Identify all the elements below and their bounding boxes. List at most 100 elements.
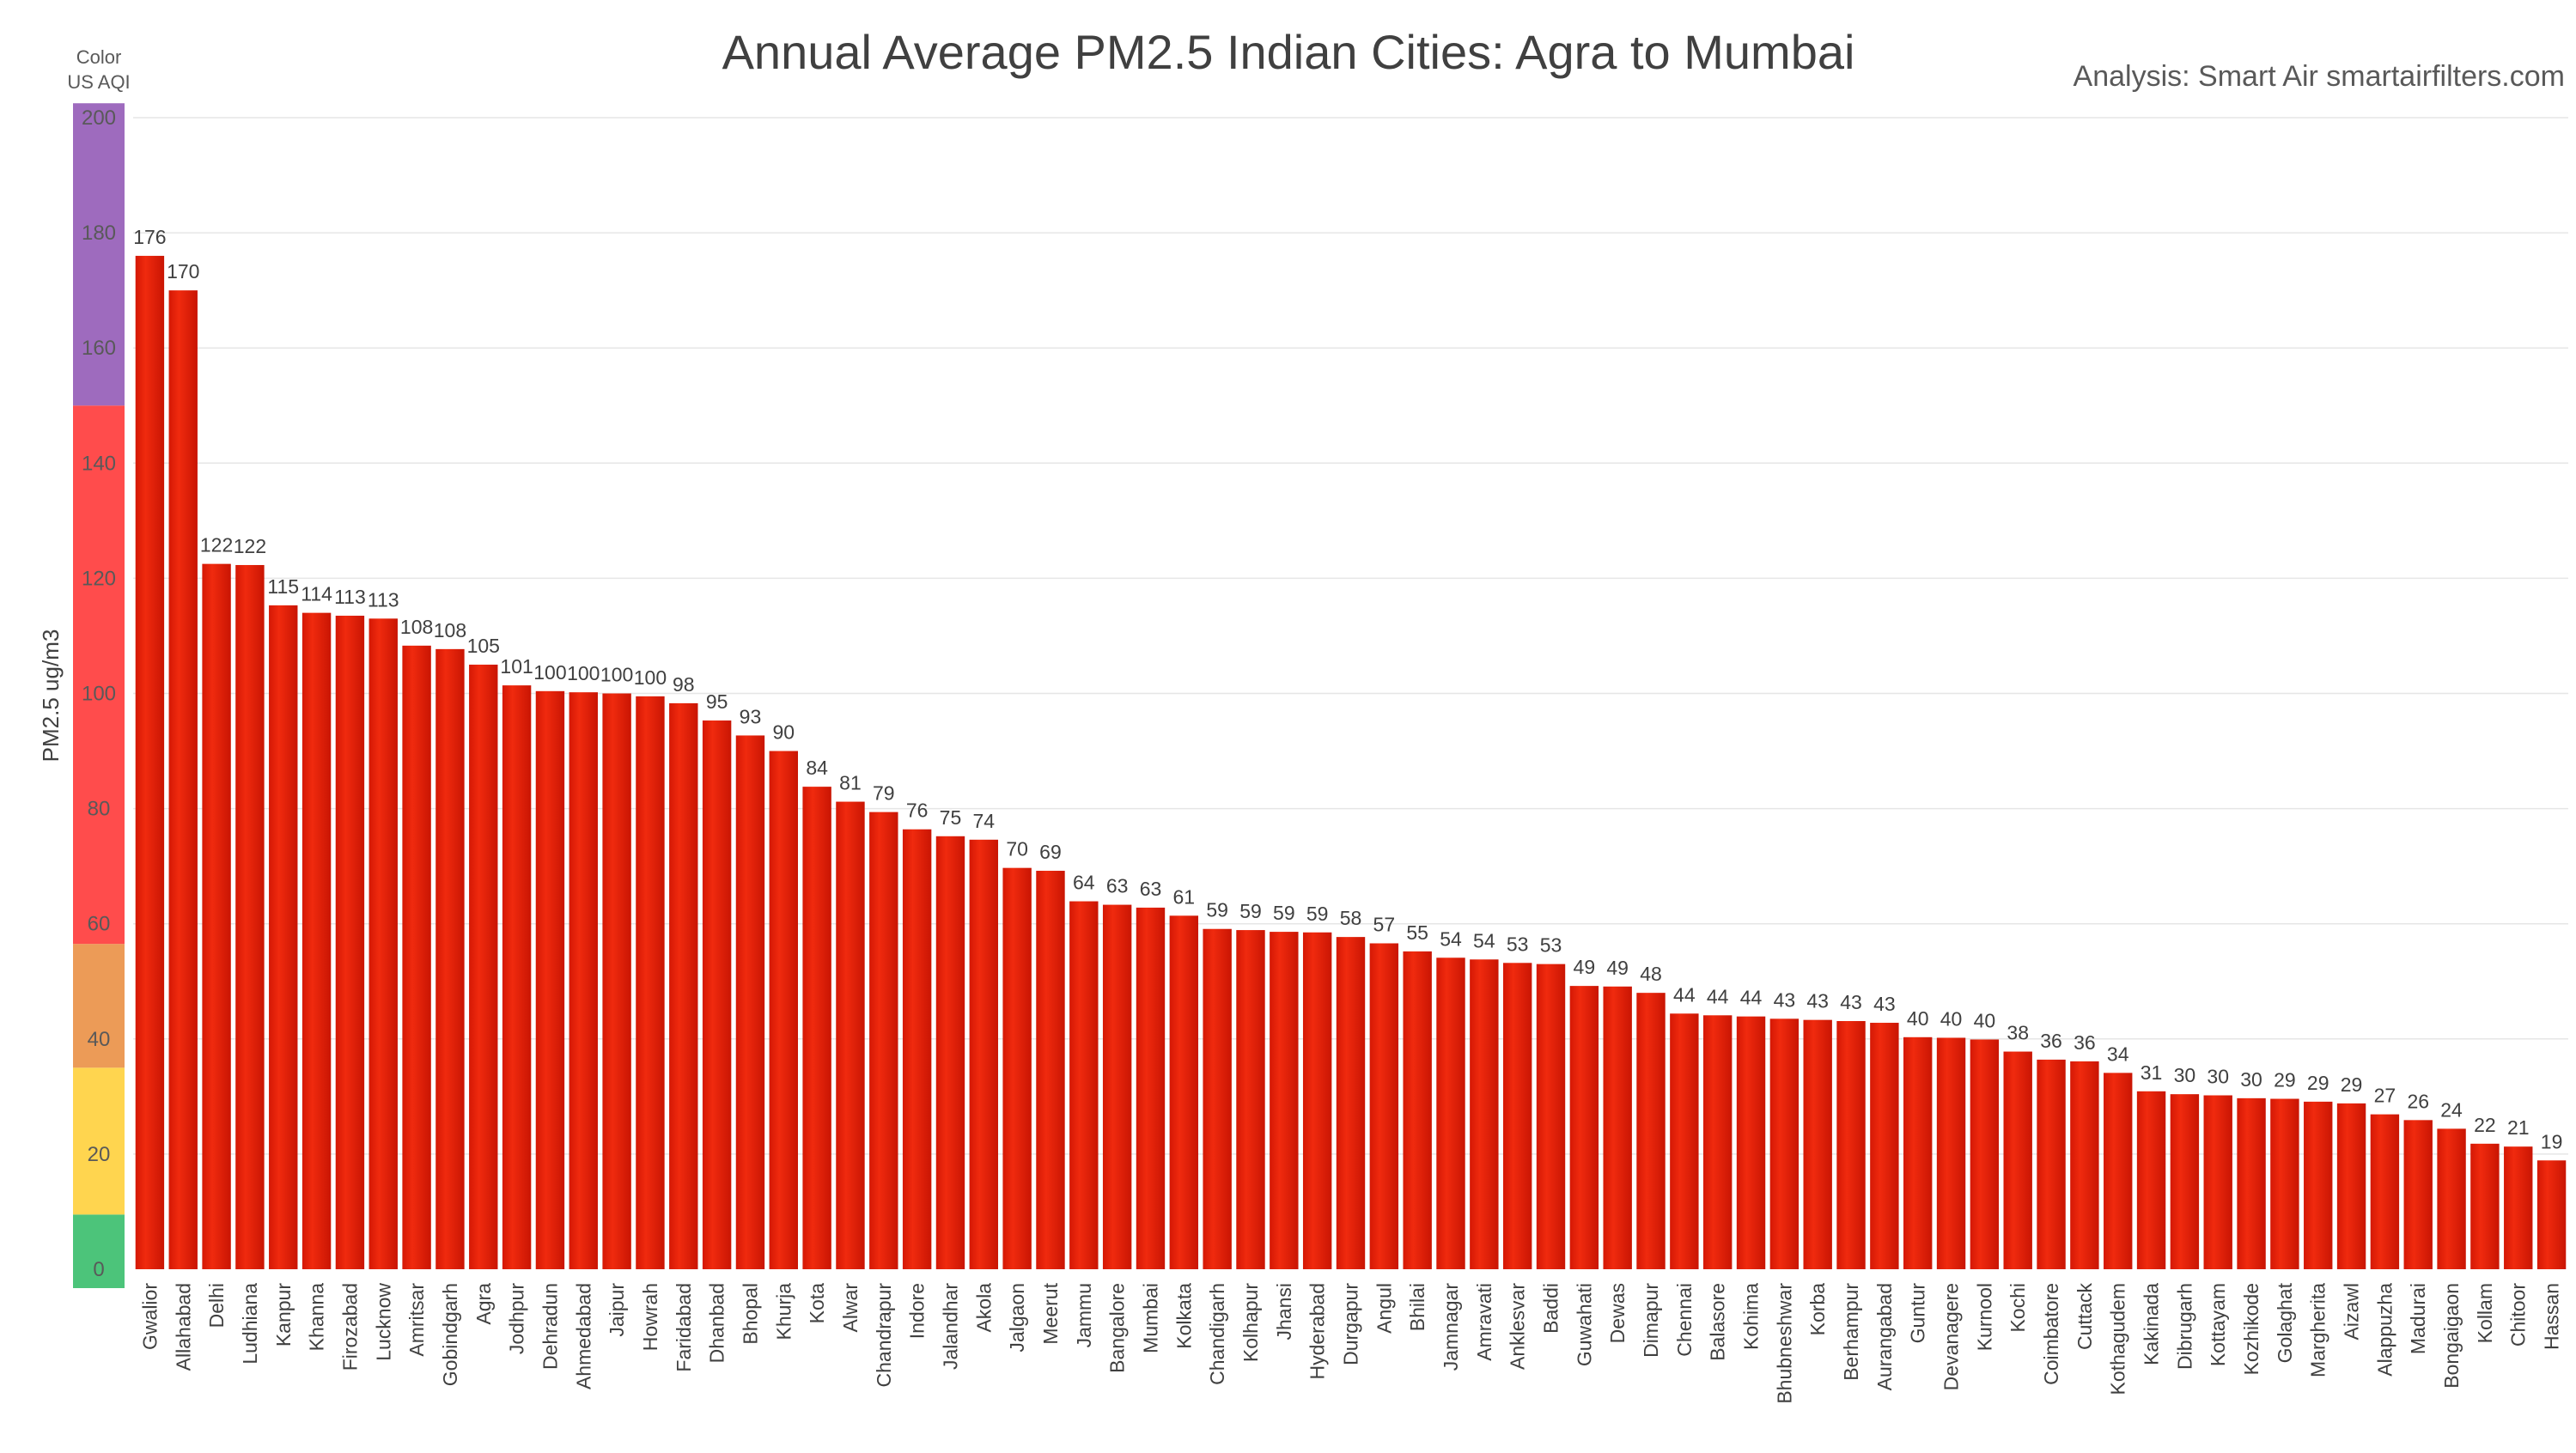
data-label: 98 xyxy=(673,673,695,696)
bar-amravati xyxy=(1470,959,1499,1269)
x-tick-label: Meerut xyxy=(1039,1282,1062,1344)
bar-kothagudem xyxy=(2104,1073,2133,1269)
y-tick-label: 0 xyxy=(93,1258,104,1281)
x-tick-label: Akola xyxy=(972,1283,995,1333)
bar-kochi xyxy=(2003,1051,2032,1269)
x-tick-label: Kurnool xyxy=(1973,1283,1995,1351)
bar-jammu xyxy=(1069,901,1099,1269)
bar-bongaigaon xyxy=(2437,1128,2466,1269)
bar-cuttack xyxy=(2070,1061,2099,1269)
x-tick-label: Chandrapur xyxy=(873,1283,895,1388)
data-label: 40 xyxy=(1907,1007,1929,1030)
data-label: 31 xyxy=(2141,1061,2163,1084)
data-label: 100 xyxy=(600,664,633,686)
data-label: 59 xyxy=(1273,902,1295,924)
x-tick-label: Bongaigaon xyxy=(2440,1283,2463,1389)
aqi-band-1 xyxy=(73,1067,125,1215)
y-tick-label: 100 xyxy=(82,683,116,706)
data-label: 49 xyxy=(1574,956,1596,978)
x-tick-label: Lucknow xyxy=(372,1283,394,1361)
x-tick-label: Bhopal xyxy=(739,1283,761,1345)
x-tick-label: Kottayam xyxy=(2207,1283,2229,1366)
y-tick-label: 80 xyxy=(88,798,111,821)
y-tick-label: 160 xyxy=(82,337,116,360)
bar-howrah xyxy=(636,696,665,1269)
data-label: 84 xyxy=(806,757,828,779)
y-tick-label: 20 xyxy=(88,1143,111,1166)
x-tick-label: Kolkata xyxy=(1172,1283,1195,1349)
bar-firozabad xyxy=(335,615,365,1269)
data-label: 176 xyxy=(133,226,166,248)
bar-baddi xyxy=(1536,964,1566,1269)
bar-dhanbad xyxy=(702,720,732,1269)
x-axis-ticks: Gwalior Allahabad Delhi Ludhiana Kanpur Khann… xyxy=(138,1282,2562,1403)
bar-margherita xyxy=(2304,1101,2333,1269)
y-axis-label: PM2.5 ug/m3 xyxy=(38,629,64,763)
data-label: 30 xyxy=(2207,1066,2229,1088)
bar-madurai xyxy=(2403,1120,2433,1269)
bar-alappuzha xyxy=(2370,1114,2400,1269)
bar-dewas xyxy=(1603,986,1632,1269)
bar-kozhikode xyxy=(2237,1097,2266,1269)
x-tick-label: Mumbai xyxy=(1139,1283,1161,1353)
data-label: 34 xyxy=(2107,1043,2129,1065)
x-tick-label: Bhubneshwar xyxy=(1773,1283,1795,1404)
x-tick-label: Indore xyxy=(906,1283,929,1339)
data-label: 100 xyxy=(634,666,667,689)
bar-gwalior xyxy=(135,255,165,1269)
x-tick-label: Khurja xyxy=(772,1283,795,1341)
data-label: 105 xyxy=(467,635,500,657)
data-label: 43 xyxy=(1873,993,1896,1015)
bar-jhansi xyxy=(1270,932,1299,1269)
data-label: 43 xyxy=(1774,988,1796,1011)
y-tick-label: 180 xyxy=(82,222,116,245)
data-label: 61 xyxy=(1173,885,1196,908)
data-label: 81 xyxy=(839,772,862,794)
x-tick-label: Aizawl xyxy=(2341,1283,2363,1340)
data-label: 115 xyxy=(267,575,299,598)
bar-aurangabad xyxy=(1870,1023,1899,1269)
x-tick-label: Devanagere xyxy=(1940,1283,1963,1390)
data-label: 57 xyxy=(1373,913,1396,935)
bar-guntur xyxy=(1903,1037,1933,1269)
bar-dehradun xyxy=(535,690,565,1269)
x-tick-label: Bhilai xyxy=(1406,1283,1428,1331)
data-label: 122 xyxy=(234,535,266,557)
x-tick-label: Jaipur xyxy=(606,1283,628,1337)
data-label: 79 xyxy=(873,782,895,805)
x-tick-label: Angul xyxy=(1373,1283,1395,1334)
x-tick-label: Baddi xyxy=(1540,1283,1562,1334)
data-label: 93 xyxy=(740,705,762,727)
data-label: 44 xyxy=(1740,987,1763,1009)
bar-bhopal xyxy=(735,735,765,1269)
data-label: 44 xyxy=(1707,985,1729,1007)
data-label: 54 xyxy=(1473,929,1495,951)
x-tick-label: Khanna xyxy=(306,1283,328,1352)
y-axis-ticks: 0 20 40 60 80 100 120 140 160 180 200 xyxy=(82,106,116,1281)
x-tick-label: Berhampur xyxy=(1840,1283,1862,1381)
bar-jalandhar xyxy=(935,836,965,1269)
bar-hyderabad xyxy=(1302,932,1332,1269)
x-tick-label: Allahabad xyxy=(172,1283,194,1371)
bar-chandrapur xyxy=(869,812,898,1269)
x-tick-label: Howrah xyxy=(639,1283,661,1351)
data-label: 59 xyxy=(1239,900,1262,922)
aqi-header-color: Color xyxy=(76,46,122,68)
chart-subtitle: Analysis: Smart Air smartairfilters.com xyxy=(2074,60,2565,93)
x-tick-label: Jalgaon xyxy=(1006,1283,1028,1353)
bar-faridabad xyxy=(669,702,698,1269)
x-tick-label: Hyderabad xyxy=(1306,1283,1329,1380)
x-tick-label: Kochi xyxy=(2007,1283,2029,1333)
x-tick-label: Jodhpur xyxy=(506,1283,528,1354)
data-label: 122 xyxy=(200,534,233,556)
x-tick-label: Amritsar xyxy=(405,1283,428,1357)
data-label: 170 xyxy=(167,260,199,283)
data-label: 70 xyxy=(1006,838,1028,860)
x-tick-label: Hassan xyxy=(2541,1283,2563,1350)
x-tick-label: Dibrugarh xyxy=(2173,1283,2195,1370)
data-label: 40 xyxy=(1940,1007,1963,1030)
y-tick-label: 140 xyxy=(82,452,116,475)
x-tick-label: Dhanbad xyxy=(706,1283,728,1363)
x-tick-label: Chennai xyxy=(1673,1283,1696,1357)
